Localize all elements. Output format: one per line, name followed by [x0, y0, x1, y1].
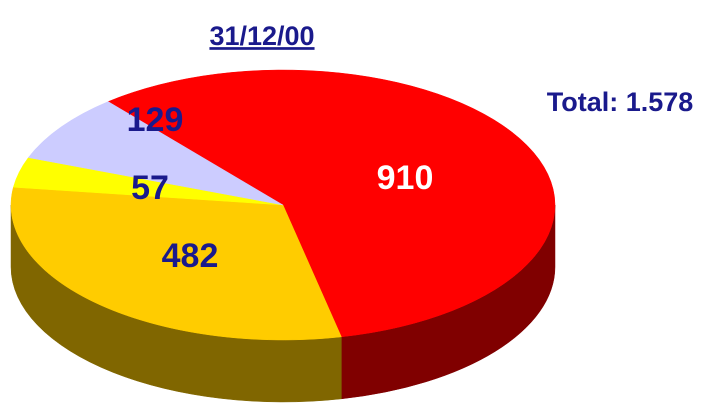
- chart-title: 31/12/00: [209, 21, 314, 51]
- slice: [107, 69, 556, 338]
- data-label: 129: [127, 101, 184, 139]
- total-annotation: Total: 1.578: [547, 87, 694, 117]
- data-label: 57: [131, 169, 169, 207]
- data-label: 910: [377, 159, 434, 197]
- slice: [10, 186, 342, 341]
- slice: [27, 101, 284, 206]
- pie: 910 482 57 129: [10, 69, 556, 403]
- data-label: 482: [162, 237, 219, 275]
